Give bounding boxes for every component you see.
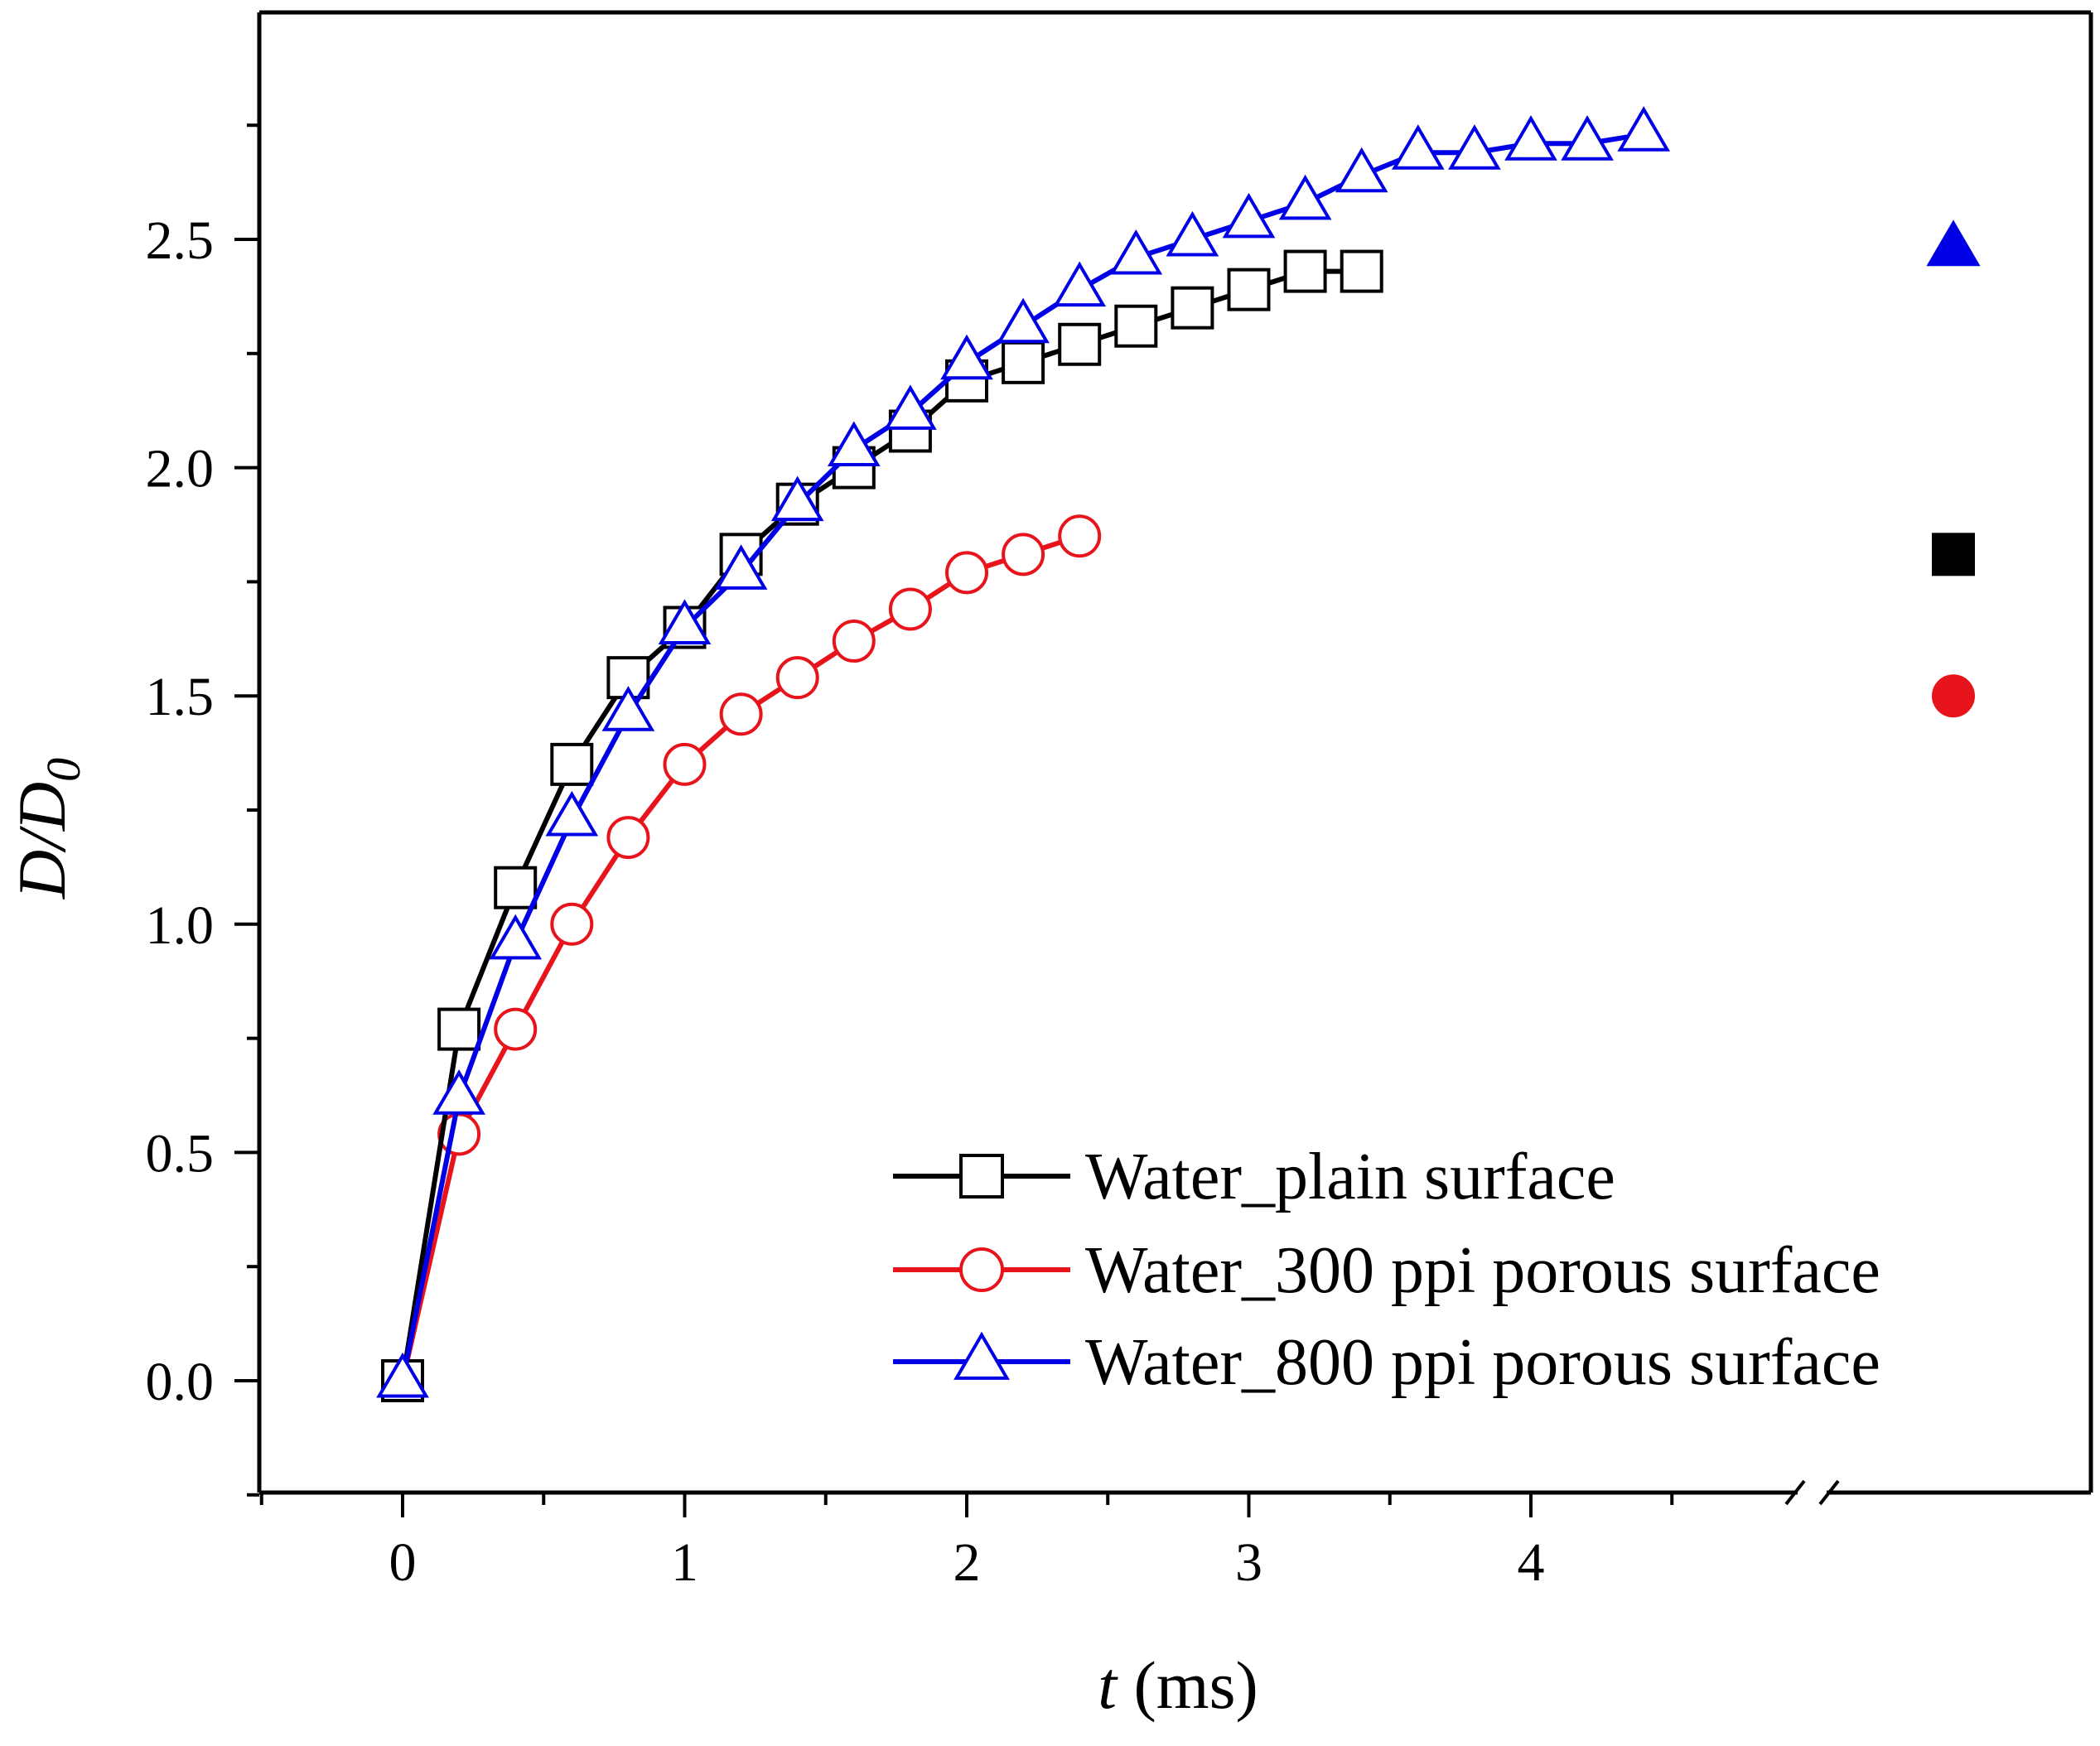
data-point-circle [945, 551, 988, 595]
y-axis-title: D/D0 [4, 758, 90, 900]
data-point-triangle [953, 1331, 1010, 1380]
x-tick-label: 3 [1235, 1532, 1262, 1593]
data-point-square [1171, 286, 1214, 330]
data-point-triangle [1278, 174, 1332, 220]
data-point-triangle [1335, 147, 1388, 193]
data-point-square [959, 1154, 1004, 1199]
data-point-square [1058, 322, 1102, 366]
data-point-circle [494, 1007, 538, 1051]
legend-label: Water_plain surface [1085, 1141, 1615, 1213]
y-tick-label: 0.5 [146, 1123, 215, 1184]
legend-label: Water_300 ppi porous surface [1085, 1234, 1880, 1307]
data-point-triangle [1053, 261, 1107, 307]
data-point-triangle [997, 297, 1050, 344]
data-point-circle [832, 620, 876, 663]
data-point-triangle [658, 599, 712, 644]
data-point-triangle [714, 544, 768, 590]
data-point-circle [663, 742, 707, 786]
data-point-square [550, 742, 594, 786]
data-point-triangle [432, 1069, 485, 1115]
series-layer [376, 106, 1671, 1402]
axis-ticks: 0 1 2 3 4 0.0 0.5 1.0 1.5 2.0 2.5 [146, 123, 1674, 1593]
x-tick-label: 2 [953, 1532, 981, 1593]
data-point-square [1932, 533, 1975, 576]
data-point-triangle [884, 384, 937, 430]
series-square [381, 249, 1383, 1402]
y-tick-label: 2.0 [146, 439, 215, 499]
axis-break-slash [1784, 1479, 1806, 1506]
data-point-circle [719, 692, 763, 736]
series-circle [381, 514, 1102, 1402]
plot-frame [257, 10, 2093, 1506]
data-point-circle [1932, 674, 1975, 718]
series-line [400, 268, 1362, 1382]
x-axis-title: t (ms) [1098, 1647, 1258, 1723]
data-point-triangle [601, 686, 655, 731]
y-tick-label: 1.0 [146, 895, 215, 956]
data-point-circle [1002, 533, 1045, 576]
y-tick-label: 1.5 [146, 667, 215, 727]
data-point-circle [1058, 514, 1102, 558]
data-point-square [494, 866, 538, 909]
data-point-square [1283, 249, 1327, 293]
axis-break-slash [1818, 1479, 1840, 1506]
data-point-triangle [1166, 210, 1219, 257]
data-point-circle [959, 1247, 1004, 1292]
y-tick-label: 0.0 [146, 1352, 215, 1412]
x-tick-label: 4 [1518, 1532, 1545, 1593]
data-point-triangle [545, 790, 599, 837]
data-point-circle [888, 587, 932, 631]
legend-label: Water_800 ppi porous surface [1085, 1326, 1880, 1399]
x-tick-label: 1 [671, 1532, 698, 1593]
series-triangle [376, 106, 1671, 1398]
data-point-triangle [827, 421, 881, 467]
data-point-square [1002, 340, 1045, 384]
data-point-triangle [376, 1352, 429, 1398]
data-point-square [1340, 249, 1383, 293]
data-point-triangle [1617, 106, 1671, 152]
data-point-triangle [1222, 192, 1276, 239]
y-tick-label: 2.5 [146, 210, 215, 271]
data-point-triangle [1109, 229, 1163, 275]
x-tick-label: 0 [389, 1532, 417, 1593]
data-point-square [1114, 304, 1158, 348]
data-point-triangle [489, 914, 543, 960]
data-point-triangle [1448, 124, 1501, 170]
data-point-square [1227, 268, 1271, 311]
data-point-square [437, 1007, 481, 1051]
data-point-triangle [1504, 115, 1557, 161]
data-point-circle [606, 816, 650, 860]
data-point-triangle [1561, 115, 1614, 161]
data-point-triangle [1391, 124, 1445, 170]
data-point-circle [550, 902, 594, 946]
break-markers [1926, 219, 1981, 718]
legend: Water_plain surface Water_300 ppi porous … [893, 1141, 1880, 1399]
data-point-triangle [1926, 219, 1981, 267]
data-point-circle [775, 656, 819, 700]
data-point-triangle [940, 334, 993, 380]
data-point-triangle [770, 475, 824, 522]
